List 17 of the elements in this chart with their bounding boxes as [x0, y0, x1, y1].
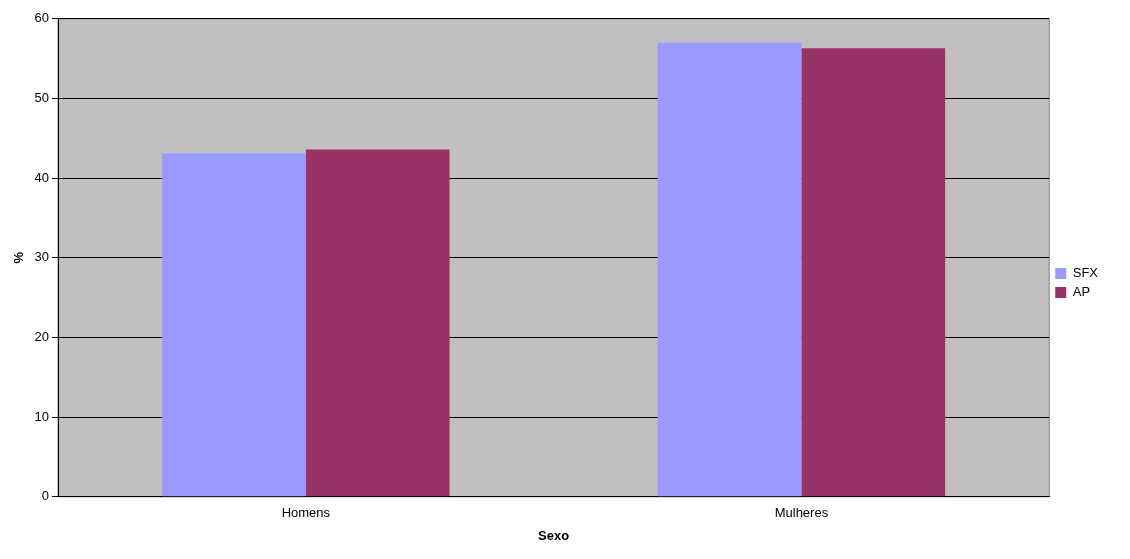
- y-tick-label: 30: [34, 249, 50, 265]
- x-axis-title: Sexo: [538, 527, 570, 543]
- bar: [305, 149, 450, 497]
- y-tick-label: 20: [34, 329, 50, 345]
- y-axis-title: %: [11, 251, 27, 264]
- bar: [657, 42, 802, 497]
- y-tick-label: 0: [41, 488, 50, 504]
- legend-label: SFX: [1072, 265, 1099, 281]
- y-tick-label: 60: [34, 10, 50, 26]
- bar: [162, 153, 306, 497]
- x-tick-label: Homens: [281, 505, 331, 521]
- y-tick-label: 40: [34, 169, 50, 185]
- x-tick-label: Mulheres: [774, 505, 829, 521]
- bar: [801, 48, 946, 497]
- y-tick-label: 10: [34, 408, 50, 424]
- y-tick-label: 50: [34, 90, 50, 106]
- legend-label: AP: [1072, 284, 1091, 300]
